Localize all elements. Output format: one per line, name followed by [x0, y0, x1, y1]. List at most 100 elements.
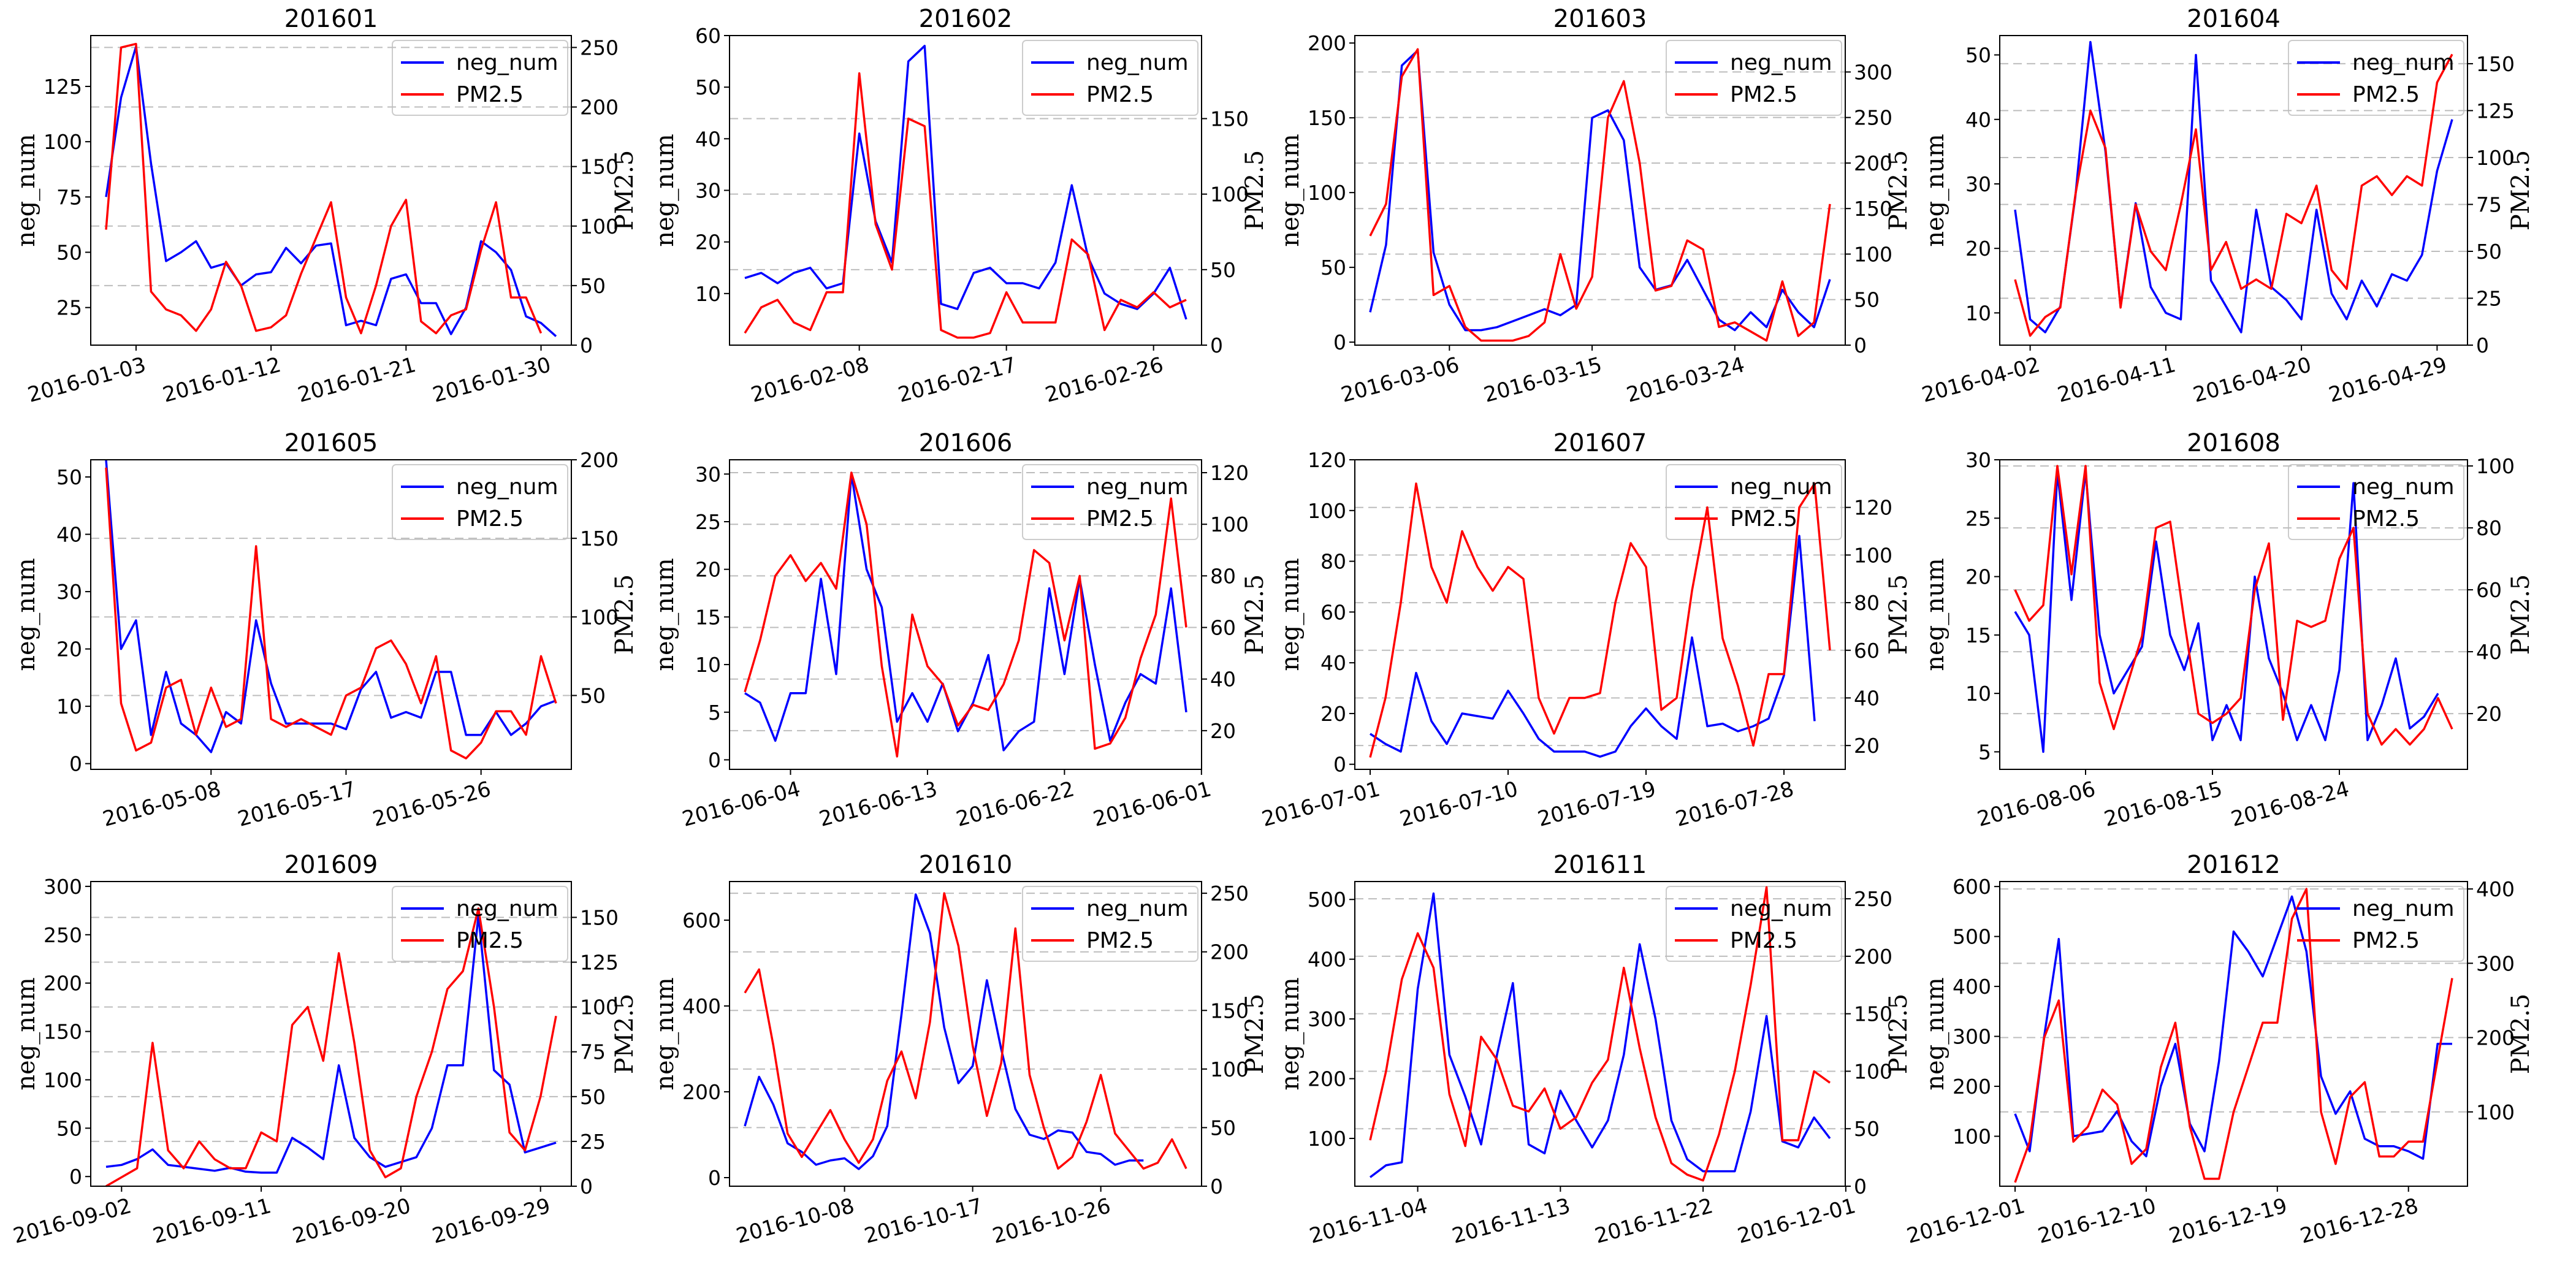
series-line-neg-num: [744, 45, 1187, 320]
y-tick-label-left: 40: [1320, 651, 1346, 675]
y-tick-label-right: 120: [1210, 461, 1249, 485]
series-line-pm25: [2014, 465, 2453, 746]
series-line-pm25: [744, 471, 1187, 758]
y-tick-label-right: 150: [1854, 1002, 1892, 1026]
x-tick-label: 2016-07-01: [1259, 777, 1382, 832]
x-tick-label: 2016-03-15: [1481, 352, 1604, 408]
y-tick-label-left: 150: [44, 1020, 82, 1044]
y-tick-label-left: 15: [1965, 623, 1991, 647]
legend-label-neg-num: neg_num: [1730, 50, 1832, 75]
y-tick-label-right: 150: [1210, 107, 1249, 131]
y-tick-label-right: 125: [580, 951, 619, 975]
plot-frame: [729, 459, 1202, 770]
y-tick-label-left: 75: [56, 185, 82, 209]
y-tick-label-right: 120: [1854, 496, 1892, 520]
x-tick-label: 2016-12-01: [1735, 1194, 1858, 1249]
x-tick-label: 2016-07-28: [1673, 777, 1796, 832]
y-tick-label-left: 20: [1965, 237, 1991, 261]
y-axis-label-left: neg_num: [1921, 134, 1949, 247]
y-tick-label-right: 100: [580, 215, 619, 238]
plot-frame: [90, 459, 572, 770]
y-tick-label-right: 40: [1854, 686, 1880, 710]
y-axis-label-left: neg_num: [1276, 134, 1305, 247]
legend-label-pm25: PM2.5: [1086, 82, 1154, 107]
x-tick-label: 2016-03-24: [1624, 352, 1747, 408]
x-tick-label: 2016-12-28: [2298, 1194, 2421, 1249]
y-tick-label-right: 40: [2476, 640, 2502, 664]
y-tick-label-left: 0: [708, 1166, 721, 1190]
panel-201602: 201602 neg_num PM2.5 10 20 30 40 50 60 0 50 100 1…: [651, 5, 1269, 408]
panel-title: 201608: [2187, 429, 2281, 457]
y-tick-label-left: 5: [1978, 740, 1991, 764]
plot-frame: [1999, 881, 2468, 1187]
panel-title: 201606: [919, 429, 1013, 457]
y-axis-label-right: PM2.5: [1241, 150, 1269, 230]
x-tick-label: 2016-08-24: [2228, 777, 2352, 832]
x-tick-label: 2016-05-08: [100, 777, 223, 832]
x-tick-label: 2016-11-13: [1449, 1194, 1572, 1249]
y-axis-label-left: neg_num: [12, 977, 40, 1091]
y-tick-label-right: 50: [1210, 258, 1236, 282]
series-line-neg-num: [105, 459, 557, 753]
x-tick-label: 2016-07-19: [1535, 777, 1658, 832]
x-tick-label: 2016-12-19: [2166, 1194, 2290, 1249]
y-axis-label-left: neg_num: [651, 134, 679, 247]
y-tick-label-left: 50: [1965, 44, 1991, 67]
plot-frame: [729, 881, 1202, 1187]
legend-label-pm25: PM2.5: [1086, 506, 1154, 531]
y-tick-label-right: 150: [580, 155, 619, 179]
y-tick-label-right: 25: [580, 1130, 606, 1154]
y-tick-label-right: 80: [1210, 564, 1236, 588]
x-tick-label: 2016-09-11: [150, 1194, 273, 1249]
plot-frame: [90, 881, 572, 1187]
x-tick-label: 2016-06-13: [817, 777, 940, 832]
x-tick-label: 2016-01-21: [295, 352, 418, 408]
x-tick-label: 2016-01-03: [25, 352, 148, 408]
y-axis-label-right: PM2.5: [611, 150, 639, 230]
x-tick-label: 2016-11-22: [1592, 1194, 1715, 1249]
y-tick-label-left: 0: [1333, 753, 1346, 777]
panel-201601: 201601 neg_num PM2.5 25 50 75 100 125 0 50 100 1…: [12, 5, 639, 408]
plot-frame: [1354, 881, 1846, 1187]
legend-label-neg-num: neg_num: [1730, 474, 1832, 500]
legend-label-neg-num: neg_num: [2352, 474, 2455, 500]
y-tick-label-right: 100: [2476, 146, 2515, 170]
x-tick-label: 2016-12-01: [1904, 1194, 2027, 1249]
y-tick-label-right: 125: [2476, 99, 2515, 123]
y-tick-label-left: 100: [1308, 181, 1346, 205]
y-tick-label-left: 200: [1953, 1075, 1991, 1099]
panel-title: 201601: [284, 5, 378, 33]
y-tick-label-right: 250: [1210, 882, 1249, 905]
x-tick-label: 2016-04-11: [2055, 352, 2178, 408]
series-line-pm25: [744, 72, 1187, 339]
y-tick-label-right: 150: [2476, 52, 2515, 76]
y-axis-label-left: neg_num: [651, 558, 679, 671]
plot-frame: [1354, 459, 1846, 770]
y-tick-label-left: 10: [56, 695, 82, 718]
y-tick-label-left: 20: [695, 558, 721, 582]
y-axis-label-right: PM2.5: [1241, 994, 1269, 1074]
y-tick-label-right: 50: [1854, 1117, 1880, 1141]
legend-label-neg-num: neg_num: [1086, 50, 1189, 75]
x-tick-label: 2016-05-17: [235, 777, 359, 832]
plot-frame: [1354, 35, 1846, 346]
y-tick-label-left: 200: [1308, 31, 1346, 55]
panel-title: 201605: [284, 429, 378, 457]
y-tick-label-right: 250: [580, 36, 619, 59]
legend-box: [1022, 464, 1198, 540]
y-tick-label-left: 400: [682, 994, 721, 1018]
panel-title: 201604: [2187, 5, 2281, 33]
y-tick-label-right: 100: [1854, 543, 1892, 567]
legend-box: [2288, 464, 2464, 540]
y-tick-label-right: 200: [580, 96, 619, 120]
series-line-neg-num: [1369, 49, 1831, 332]
y-tick-label-left: 300: [1308, 1007, 1346, 1031]
panel-title: 201609: [284, 851, 378, 879]
y-tick-label-right: 100: [1210, 183, 1249, 207]
y-tick-label-right: 60: [1854, 639, 1880, 663]
x-tick-label: 2016-07-10: [1397, 777, 1520, 832]
y-tick-label-right: 150: [580, 905, 619, 929]
y-tick-label-left: 30: [695, 462, 721, 486]
y-tick-label-left: 30: [56, 580, 82, 604]
y-tick-label-left: 20: [56, 638, 82, 661]
